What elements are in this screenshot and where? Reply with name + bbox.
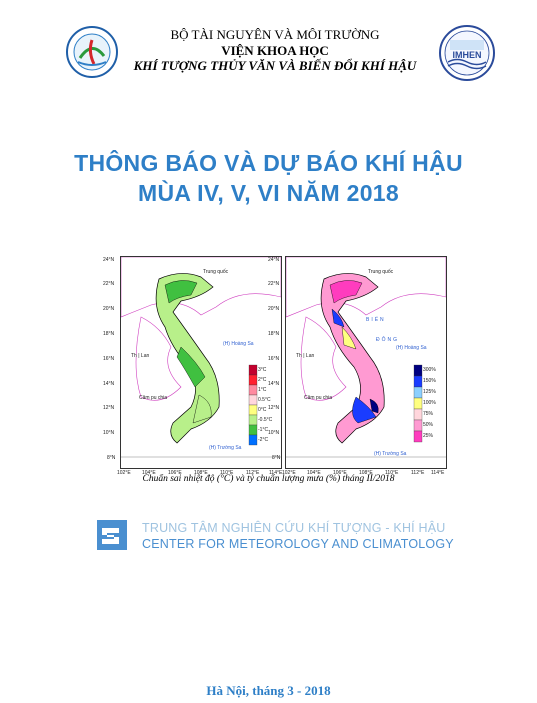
place-label-truong-sa: (H) Trường Sa bbox=[374, 451, 407, 457]
rain-legend-label: 25% bbox=[423, 433, 434, 439]
rain-legend-label: 50% bbox=[423, 422, 434, 428]
lat-label: 22°N bbox=[103, 281, 115, 287]
lon-label: 102°E bbox=[117, 470, 131, 476]
place-label-laos: Th | Lan bbox=[131, 353, 150, 359]
center-name-en: CENTER FOR METEOROLOGY AND CLIMATOLOGY bbox=[142, 537, 454, 551]
lat-label: 8°N bbox=[272, 455, 281, 461]
lon-label: 104°E bbox=[307, 470, 321, 476]
lat-label: 18°N bbox=[103, 331, 115, 337]
temperature-anomaly-map: 24°N 22°N 20°N 18°N 16°N 14°N 12°N 10°N … bbox=[103, 256, 282, 476]
rain-legend-label: 100% bbox=[423, 400, 436, 406]
temp-legend-label: 0°C bbox=[258, 407, 267, 413]
imhen-logo-text: IMHEN bbox=[453, 50, 482, 60]
lat-label: 20°N bbox=[268, 306, 280, 312]
rain-legend-label: 125% bbox=[423, 389, 436, 395]
place-label-east-sea: ĐÔNG bbox=[376, 337, 399, 343]
lat-label: 12°N bbox=[103, 405, 115, 411]
rain-legend-label: 150% bbox=[423, 378, 436, 384]
center-name-vi: TRUNG TÂM NGHIÊN CỨU KHÍ TƯỢNG - KHÍ HẬU bbox=[142, 521, 446, 535]
temp-legend-label: 2°C bbox=[258, 377, 267, 383]
place-label-china: Trung quốc bbox=[203, 269, 229, 275]
lon-label: 108°E bbox=[194, 470, 208, 476]
lat-label: 22°N bbox=[268, 281, 280, 287]
lon-label: 106°E bbox=[333, 470, 347, 476]
lon-label: 114°E bbox=[269, 470, 283, 476]
report-title-line1: THÔNG BÁO VÀ DỰ BÁO KHÍ HẬU bbox=[74, 150, 463, 176]
temp-legend-label: 1°C bbox=[258, 387, 267, 393]
lon-label: 112°E bbox=[411, 470, 425, 476]
temp-legend-label: -1°C bbox=[258, 427, 269, 433]
place-label-hoang-sa: (H) Hoàng Sa bbox=[223, 341, 254, 347]
lat-label: 14°N bbox=[103, 381, 115, 387]
temp-legend bbox=[248, 364, 258, 446]
institute-name: VIỆN KHOA HỌC bbox=[221, 43, 329, 58]
lat-label: 20°N bbox=[103, 306, 115, 312]
lat-label: 24°N bbox=[268, 257, 280, 263]
lon-label: 110°E bbox=[385, 470, 399, 476]
temp-legend-label: -0.5°C bbox=[258, 417, 273, 423]
lat-label: 8°N bbox=[107, 455, 116, 461]
place-label-laos: Th | Lan bbox=[296, 353, 315, 359]
cmc-logo bbox=[97, 520, 127, 550]
imhen-logo: IMHEN bbox=[438, 24, 496, 82]
rain-legend bbox=[413, 364, 423, 443]
rain-legend-label: 300% bbox=[423, 367, 436, 373]
lat-label: 24°N bbox=[103, 257, 115, 263]
ministry-name: BỘ TÀI NGUYÊN VÀ MÔI TRƯỜNG bbox=[170, 27, 380, 42]
lat-label: 16°N bbox=[103, 356, 115, 362]
temp-legend-label: -2°C bbox=[258, 437, 269, 443]
lat-label: 10°N bbox=[268, 430, 280, 436]
place-label-cambodia: Câm pu chia bbox=[139, 395, 168, 401]
lon-label: 106°E bbox=[168, 470, 182, 476]
lat-label: 10°N bbox=[103, 430, 115, 436]
lon-label: 110°E bbox=[220, 470, 234, 476]
lat-label: 12°N bbox=[268, 405, 280, 411]
report-title-line2: MÙA IV, V, VI NĂM 2018 bbox=[138, 180, 399, 206]
place-label-truong-sa: (H) Trường Sa bbox=[209, 445, 242, 451]
lon-label: 112°E bbox=[246, 470, 260, 476]
temp-legend-label: 3°C bbox=[258, 367, 267, 373]
lat-label: 14°N bbox=[268, 381, 280, 387]
lat-label: 18°N bbox=[268, 331, 280, 337]
lon-label: 104°E bbox=[142, 470, 156, 476]
place-label-east-sea: BIỂN bbox=[366, 317, 386, 323]
lon-label: 108°E bbox=[359, 470, 373, 476]
institute-subname: KHÍ TƯỢNG THỦY VĂN VÀ BIẾN ĐỔI KHÍ HẬU bbox=[133, 58, 417, 73]
lon-label: 102°E bbox=[282, 470, 296, 476]
place-label-cambodia: Câm pu chia bbox=[304, 395, 333, 401]
lon-label: 114°E bbox=[431, 470, 445, 476]
temp-legend-label: 0.5°C bbox=[258, 397, 271, 403]
rainfall-ratio-map: 24°N 22°N 20°N 18°N 16°N 14°N 12°N 10°N … bbox=[268, 256, 447, 476]
maps-caption: Chuẩn sai nhiệt độ (°C) và tỷ chuẩn lượn… bbox=[142, 474, 395, 484]
institute-logo bbox=[66, 26, 118, 78]
lat-label: 16°N bbox=[268, 356, 280, 362]
rain-legend-label: 75% bbox=[423, 411, 434, 417]
place-label-china: Trung quốc bbox=[368, 269, 394, 275]
place-label-hoang-sa: (H) Hoàng Sa bbox=[396, 345, 427, 351]
place-and-date: Hà Nội, tháng 3 - 2018 bbox=[206, 683, 331, 698]
